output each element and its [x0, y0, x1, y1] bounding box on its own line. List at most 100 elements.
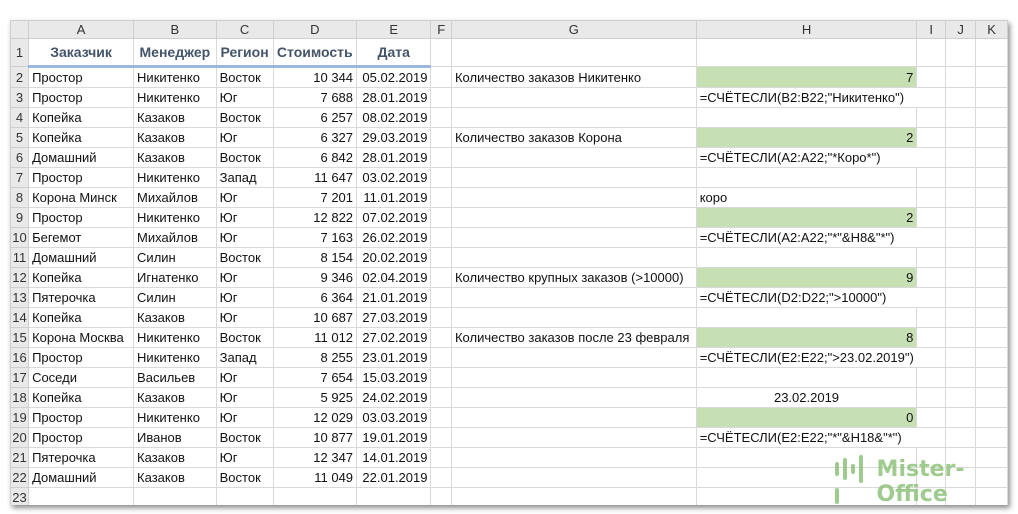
cell-E1[interactable]: Дата	[356, 38, 432, 68]
cell-G16[interactable]	[450, 347, 697, 368]
cell-E5[interactable]: 29.03.2019	[356, 127, 432, 148]
cell-G13[interactable]	[450, 287, 697, 308]
cell-C11[interactable]: Восток	[215, 247, 274, 268]
cell-J23[interactable]	[945, 487, 977, 505]
cell-K11[interactable]	[975, 247, 1008, 268]
cell-I2[interactable]	[916, 66, 947, 88]
cell-C8[interactable]: Юг	[215, 187, 274, 208]
column-header-A[interactable]: A	[28, 20, 135, 39]
cell-F16[interactable]	[430, 347, 452, 368]
cell-E14[interactable]: 27.03.2019	[356, 307, 432, 328]
cell-K20[interactable]	[975, 427, 1008, 448]
cell-E23[interactable]	[356, 487, 432, 505]
cell-A20[interactable]: Простор	[28, 427, 135, 448]
cell-D18[interactable]: 5 925	[272, 387, 358, 408]
cell-A15[interactable]: Корона Москва	[28, 327, 135, 348]
cell-K9[interactable]	[975, 207, 1008, 228]
cell-D19[interactable]: 12 029	[272, 407, 358, 428]
cell-F8[interactable]	[430, 187, 452, 208]
cell-H18[interactable]: 23.02.2019	[695, 387, 918, 408]
column-header-E[interactable]: E	[356, 20, 432, 39]
cell-E3[interactable]: 28.01.2019	[356, 87, 432, 108]
cell-H15[interactable]: 8	[695, 327, 918, 348]
cell-E20[interactable]: 19.01.2019	[356, 427, 432, 448]
cell-B9[interactable]: Никитенко	[133, 207, 217, 228]
cell-C15[interactable]: Восток	[215, 327, 274, 348]
cell-F19[interactable]	[430, 407, 452, 428]
row-header[interactable]: 17	[10, 367, 30, 388]
cell-F18[interactable]	[430, 387, 452, 408]
cell-J4[interactable]	[945, 107, 977, 128]
cell-D12[interactable]: 9 346	[272, 267, 358, 288]
row-header[interactable]: 2	[10, 66, 30, 88]
cell-A12[interactable]: Копейка	[28, 267, 135, 288]
cell-K16[interactable]	[975, 347, 1008, 368]
cell-B11[interactable]: Силин	[133, 247, 217, 268]
cell-J6[interactable]	[945, 147, 977, 168]
cell-K2[interactable]	[975, 66, 1008, 88]
cell-C23[interactable]	[215, 487, 274, 505]
cell-A16[interactable]: Простор	[28, 347, 135, 368]
cell-F6[interactable]	[430, 147, 452, 168]
cell-J9[interactable]	[945, 207, 977, 228]
cell-J1[interactable]	[945, 38, 977, 67]
cell-G9[interactable]	[450, 207, 697, 228]
cell-B1[interactable]: Менеджер	[133, 38, 217, 68]
cell-B4[interactable]: Казаков	[133, 107, 217, 128]
cell-B20[interactable]: Иванов	[133, 427, 217, 448]
cell-A11[interactable]: Домашний	[28, 247, 135, 268]
row-header[interactable]: 21	[10, 447, 30, 468]
cell-E15[interactable]: 27.02.2019	[356, 327, 432, 348]
column-header-C[interactable]: C	[215, 20, 274, 39]
cell-K8[interactable]	[975, 187, 1008, 208]
cell-B15[interactable]: Никитенко	[133, 327, 217, 348]
row-header[interactable]: 12	[10, 267, 30, 288]
cell-H16[interactable]: =СЧЁТЕСЛИ(E2:E22;">23.02.2019")	[695, 347, 917, 368]
cell-G22[interactable]	[450, 467, 697, 488]
cell-D2[interactable]: 10 344	[272, 66, 358, 88]
row-header[interactable]: 4	[10, 107, 30, 128]
cell-K14[interactable]	[975, 307, 1008, 328]
cell-B2[interactable]: Никитенко	[133, 66, 217, 88]
row-header[interactable]: 19	[10, 407, 30, 428]
cell-H1[interactable]	[695, 38, 918, 67]
cell-A6[interactable]: Домашний	[28, 147, 135, 168]
cell-A19[interactable]: Простор	[28, 407, 135, 428]
cell-G2[interactable]: Количество заказов Никитенко	[450, 66, 697, 88]
cell-H17[interactable]	[695, 367, 918, 388]
cell-B16[interactable]: Никитенко	[133, 347, 217, 368]
cell-K10[interactable]	[975, 227, 1008, 248]
cell-H19[interactable]: 0	[695, 407, 918, 428]
cell-D23[interactable]	[272, 487, 358, 505]
cell-C7[interactable]: Запад	[215, 167, 274, 188]
cell-J10[interactable]	[945, 227, 977, 248]
cell-J3[interactable]	[945, 87, 977, 108]
cell-F15[interactable]	[430, 327, 452, 348]
cell-I14[interactable]	[916, 307, 947, 328]
cell-D1[interactable]: Стоимость	[272, 38, 358, 68]
cell-I12[interactable]	[916, 267, 947, 288]
cell-B14[interactable]: Казаков	[133, 307, 217, 328]
cell-B12[interactable]: Игнатенко	[133, 267, 217, 288]
cell-I9[interactable]	[916, 207, 947, 228]
cell-A4[interactable]: Копейка	[28, 107, 135, 128]
row-header[interactable]: 11	[10, 247, 30, 268]
cell-C13[interactable]: Юг	[215, 287, 274, 308]
cell-D3[interactable]: 7 688	[272, 87, 358, 108]
cell-G18[interactable]	[450, 387, 697, 408]
row-header[interactable]: 1	[10, 38, 30, 67]
cell-F14[interactable]	[430, 307, 452, 328]
cell-J18[interactable]	[945, 387, 977, 408]
cell-A18[interactable]: Копейка	[28, 387, 135, 408]
cell-H4[interactable]	[695, 107, 918, 128]
column-header-B[interactable]: B	[133, 20, 217, 39]
cell-H23[interactable]	[695, 487, 918, 505]
column-header-H[interactable]: H	[695, 20, 918, 39]
row-header[interactable]: 20	[10, 427, 30, 448]
cell-J14[interactable]	[945, 307, 977, 328]
cell-F7[interactable]	[430, 167, 452, 188]
cell-I16[interactable]	[916, 347, 947, 368]
cell-H6[interactable]: =СЧЁТЕСЛИ(A2:A22;"*Коро*")	[695, 147, 917, 168]
cell-I20[interactable]	[916, 427, 947, 448]
cell-D16[interactable]: 8 255	[272, 347, 358, 368]
